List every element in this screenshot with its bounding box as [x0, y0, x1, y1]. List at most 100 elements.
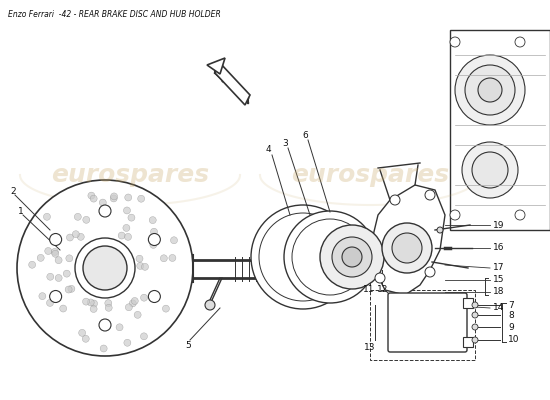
- Circle shape: [137, 262, 144, 270]
- Text: 8: 8: [508, 310, 514, 320]
- Circle shape: [131, 298, 138, 304]
- Circle shape: [88, 192, 95, 199]
- Circle shape: [125, 194, 132, 201]
- Circle shape: [134, 311, 141, 318]
- Circle shape: [118, 232, 125, 239]
- Circle shape: [83, 216, 90, 223]
- Circle shape: [162, 305, 169, 312]
- Text: 5: 5: [185, 340, 191, 350]
- Circle shape: [151, 228, 157, 235]
- Circle shape: [60, 305, 67, 312]
- Circle shape: [66, 255, 73, 262]
- Circle shape: [141, 294, 147, 301]
- Circle shape: [79, 329, 86, 336]
- Circle shape: [425, 267, 435, 277]
- Circle shape: [342, 247, 362, 267]
- FancyBboxPatch shape: [388, 293, 467, 352]
- Text: 3: 3: [282, 138, 288, 148]
- Circle shape: [149, 217, 156, 224]
- Circle shape: [100, 345, 107, 352]
- Circle shape: [169, 254, 176, 262]
- Circle shape: [124, 339, 131, 346]
- Circle shape: [375, 273, 385, 283]
- Circle shape: [99, 319, 111, 331]
- Circle shape: [140, 333, 147, 340]
- Circle shape: [100, 199, 106, 206]
- Circle shape: [90, 195, 97, 202]
- Circle shape: [116, 324, 123, 331]
- Circle shape: [45, 248, 52, 254]
- Circle shape: [90, 306, 97, 312]
- Circle shape: [450, 210, 460, 220]
- Text: 11: 11: [363, 286, 375, 294]
- Circle shape: [472, 302, 478, 308]
- Text: eurospares: eurospares: [51, 163, 209, 187]
- Circle shape: [472, 324, 478, 330]
- Circle shape: [110, 195, 117, 202]
- Circle shape: [141, 263, 148, 270]
- Text: 2: 2: [10, 188, 15, 196]
- Text: 10: 10: [508, 336, 520, 344]
- Bar: [463, 298, 473, 308]
- Circle shape: [55, 257, 62, 264]
- Circle shape: [67, 234, 74, 241]
- Text: 13: 13: [364, 344, 376, 352]
- Circle shape: [392, 233, 422, 263]
- Bar: [463, 337, 473, 347]
- Circle shape: [128, 214, 135, 221]
- Circle shape: [148, 290, 161, 302]
- Polygon shape: [372, 185, 445, 295]
- Circle shape: [205, 300, 215, 310]
- Circle shape: [51, 248, 58, 256]
- Circle shape: [515, 210, 525, 220]
- Circle shape: [87, 299, 94, 306]
- Circle shape: [161, 255, 167, 262]
- Circle shape: [320, 225, 384, 289]
- Circle shape: [148, 234, 161, 246]
- Text: 14: 14: [493, 304, 504, 312]
- Circle shape: [72, 231, 79, 238]
- Circle shape: [37, 254, 44, 261]
- Text: 1: 1: [18, 208, 24, 216]
- Circle shape: [472, 337, 478, 343]
- Text: Enzo Ferrari  -42 - REAR BRAKE DISC AND HUB HOLDER: Enzo Ferrari -42 - REAR BRAKE DISC AND H…: [8, 10, 221, 19]
- Circle shape: [68, 285, 75, 292]
- Circle shape: [382, 223, 432, 273]
- Circle shape: [455, 55, 525, 125]
- Circle shape: [251, 205, 355, 309]
- Circle shape: [65, 286, 72, 293]
- Text: 15: 15: [493, 276, 504, 284]
- Circle shape: [105, 300, 112, 307]
- Circle shape: [462, 142, 518, 198]
- Polygon shape: [215, 63, 250, 105]
- Circle shape: [390, 195, 400, 205]
- Circle shape: [91, 300, 97, 307]
- Circle shape: [82, 298, 90, 305]
- Circle shape: [124, 233, 131, 240]
- Circle shape: [123, 207, 130, 214]
- Circle shape: [47, 300, 53, 306]
- Text: eurospares: eurospares: [291, 163, 449, 187]
- Circle shape: [55, 274, 62, 282]
- Polygon shape: [207, 58, 225, 74]
- Circle shape: [47, 273, 54, 280]
- Circle shape: [284, 211, 376, 303]
- Circle shape: [136, 255, 143, 262]
- Circle shape: [437, 227, 443, 233]
- Circle shape: [74, 213, 81, 220]
- Circle shape: [450, 37, 460, 47]
- Circle shape: [465, 65, 515, 115]
- Text: 12: 12: [377, 286, 388, 294]
- Text: 6: 6: [302, 130, 308, 140]
- Circle shape: [99, 205, 111, 217]
- Circle shape: [129, 300, 136, 307]
- Circle shape: [111, 193, 118, 200]
- Circle shape: [83, 246, 127, 290]
- Circle shape: [125, 304, 133, 311]
- Circle shape: [472, 312, 478, 318]
- Circle shape: [425, 190, 435, 200]
- Circle shape: [50, 290, 62, 302]
- Circle shape: [77, 233, 84, 240]
- Circle shape: [17, 180, 193, 356]
- Circle shape: [82, 335, 89, 342]
